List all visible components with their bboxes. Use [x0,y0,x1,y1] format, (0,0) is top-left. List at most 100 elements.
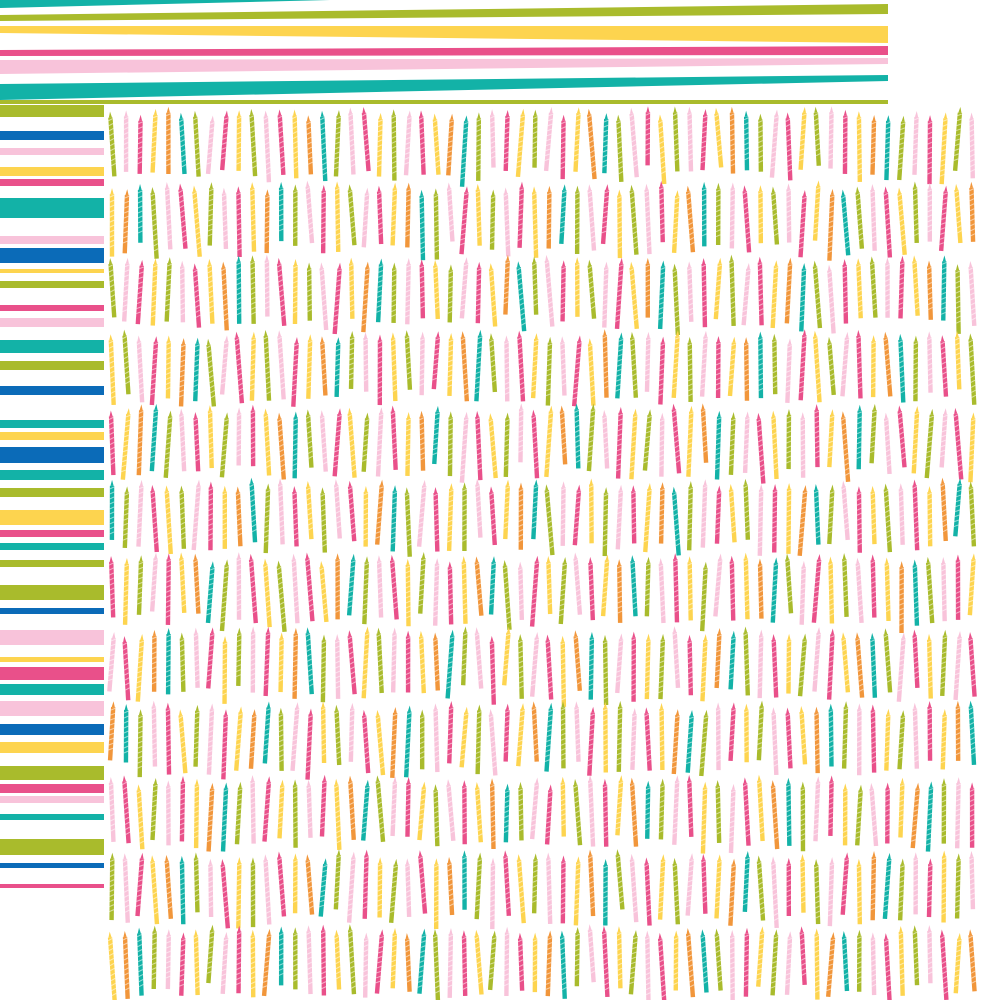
candle-body [672,112,680,172]
candle-flame [504,335,509,342]
candle-stripe [814,133,820,137]
candle [686,405,694,477]
candle-stripe [688,158,694,162]
candle [462,482,467,551]
candle-flame [391,332,395,339]
candle-stripe [658,130,664,135]
candle-flame [517,330,522,337]
candle-body [769,115,779,178]
candle-stripe [815,153,821,157]
candle-flame [645,183,649,190]
candle-stripe [222,132,228,135]
candle-body [375,264,384,323]
candle-stripe [828,122,834,126]
candle-flame [703,108,707,116]
candle-flame [449,483,453,490]
candle-flame [154,403,158,410]
candle-body [842,264,849,324]
candle [122,329,131,395]
candle-stripe [391,130,397,134]
stripe [0,167,104,176]
candle-stripe [277,115,283,119]
candle [629,408,638,480]
candle [897,187,907,255]
candle [390,332,398,402]
candle-flame [489,333,493,340]
candle-flame [829,106,834,113]
candle [150,258,158,326]
candle-stripe [941,144,947,147]
candle-stripe [504,136,510,140]
candle-flame [180,260,184,267]
candle-stripe [405,137,411,140]
candle [587,259,597,319]
candle-stripe [574,143,580,147]
candle-stripe [870,146,876,150]
candle-stripe [391,160,397,164]
candle-stripe [672,118,678,122]
candle-stripe [209,122,215,125]
candle [544,254,555,327]
candle-stripe [320,137,326,141]
candle-flame [224,335,229,342]
candle-flame [675,190,679,197]
candle-stripe [123,161,129,165]
candle [334,337,341,397]
candle-stripe [264,146,270,150]
candle-stripe [575,128,581,132]
candle-stripe [941,139,947,142]
candle [813,330,822,403]
candle-flame [140,259,144,266]
candle-stripe [588,130,593,134]
candle-stripe [659,150,665,154]
candle [460,331,470,402]
candle-body [447,338,454,396]
candle-stripe [476,153,481,157]
candle-stripe [322,167,328,171]
candle [798,189,807,258]
candle [715,335,721,399]
candle-stripe [632,149,637,153]
candle-body [137,189,143,243]
candle-body [474,335,483,402]
candle-stripe [800,133,806,137]
candle-stripe [717,148,723,153]
candle-stripe [645,137,651,141]
candle-flame [954,407,958,415]
candle [573,107,581,172]
candle [263,408,272,476]
candle [856,486,863,553]
candle [503,412,510,477]
candle-stripe [334,161,340,165]
candle [446,483,454,551]
candle [234,331,245,404]
candle-stripe [292,116,298,120]
candle-stripe [758,130,763,134]
candle-stripe [912,152,918,156]
candle-flame [193,263,197,270]
candle-stripe [490,135,496,139]
candle-body [277,418,287,480]
candle-flame [532,186,536,193]
candle-stripe [772,136,778,139]
candle-stripe [800,128,806,132]
candle-flame [969,181,974,188]
candle-stripe [942,119,948,122]
candle-stripe [560,161,566,165]
candle-stripe [770,161,776,164]
candle-stripe [462,131,468,135]
candle [571,335,582,407]
stripe [0,198,104,218]
candle [136,404,144,476]
candle [361,261,370,333]
candle-stripe [897,162,903,165]
candle-stripe [249,115,255,119]
candle-stripe [813,113,819,117]
candle-flame [673,106,677,113]
candle-stripe [729,133,735,137]
candle [841,480,850,541]
candle-stripe [730,153,736,157]
candle-flame [407,110,412,117]
candle-stripe [475,163,481,167]
candle [785,338,793,403]
